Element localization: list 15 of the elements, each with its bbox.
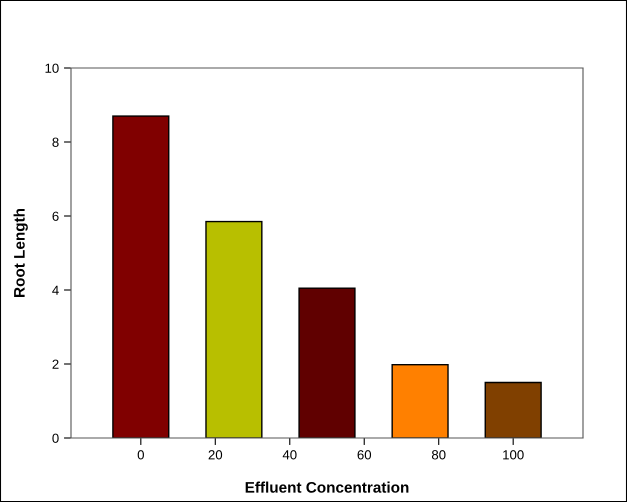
y-tick-label: 10: [46, 64, 59, 73]
y-axis-title: Root Length: [14, 208, 28, 297]
y-tick-label: 6: [52, 212, 59, 221]
x-axis-title: Effluent Concentration: [246, 482, 408, 493]
x-tick-label: 40: [282, 450, 297, 460]
x-tick-label: 100: [503, 450, 524, 460]
x-tick-label: 80: [432, 450, 446, 460]
bar: [298, 287, 356, 438]
y-tick-label: 4: [52, 286, 59, 295]
x-tick-label: 0: [138, 450, 144, 460]
x-tick-label: 20: [208, 450, 222, 460]
x-tick-label: 60: [358, 450, 372, 460]
y-tick-label: 8: [52, 138, 59, 147]
y-tick-label: 2: [52, 360, 59, 369]
y-tick-label: 0: [52, 434, 59, 443]
